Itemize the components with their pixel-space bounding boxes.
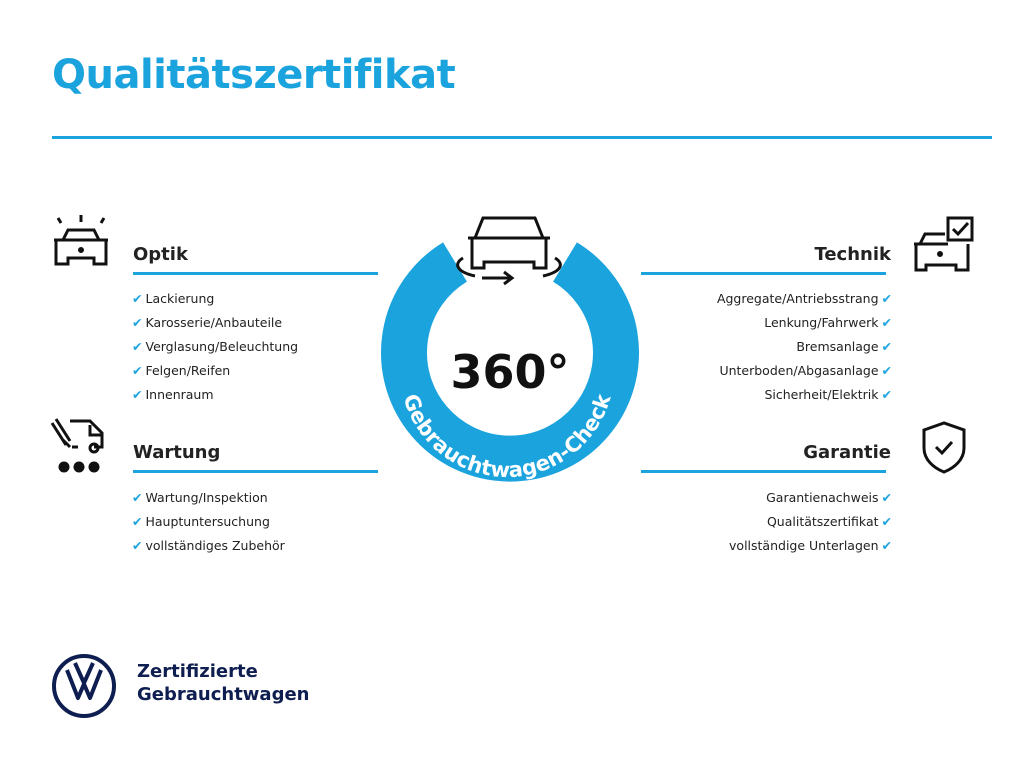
item-label: Lenkung/Fahrwerk [764,315,879,330]
check-icon: ✔ [881,291,892,306]
section-line-wartung [133,470,378,473]
car-technic-check-icon [914,216,974,272]
section-line-optik [133,272,378,275]
vw-logo [52,654,116,718]
item-label: Innenraum [145,387,214,402]
item-label: Sicherheit/Elektrik [764,387,879,402]
section-title-garantie: Garantie [803,442,891,463]
check-icon: ✔ [132,363,143,378]
list-item: ✔ Wartung/Inspektion [129,486,285,510]
list-item: ✔ Hauptuntersuchung [129,510,285,534]
degrees-label: 360° [450,345,569,399]
item-label: Bremsanlage [796,339,879,354]
list-item: ✔ Verglasung/Beleuchtung [129,335,298,359]
section-title-technik: Technik [814,244,891,265]
check-icon: ✔ [132,514,143,529]
list-item: Qualitätszertifikat ✔ [600,510,895,534]
technik-list: Aggregate/Antriebsstrang ✔ Lenkung/Fahrwe… [600,287,895,407]
check-icon: ✔ [881,363,892,378]
shield-check-icon [922,421,966,474]
item-label: Felgen/Reifen [145,363,231,378]
check-icon: ✔ [132,387,143,402]
section-line-technik [641,272,886,275]
list-item: Garantienachweis ✔ [600,486,895,510]
section-title-wartung: Wartung [133,442,221,463]
item-label: Karosserie/Anbauteile [145,315,283,330]
car-optics-icon [54,215,108,266]
blue-ring [381,242,639,482]
item-label: Aggregate/Antriebsstrang [716,291,879,306]
service-van-icon [50,418,104,473]
page-title: Qualitätszertifikat [52,52,456,98]
list-item: ✔ vollständiges Zubehör [129,534,285,558]
item-label: Qualitätszertifikat [766,514,879,529]
check-icon: ✔ [132,490,143,505]
item-label: Garantienachweis [766,490,879,505]
item-label: vollständiges Zubehör [145,538,285,553]
list-item: ✔ Felgen/Reifen [129,359,298,383]
list-item: Lenkung/Fahrwerk ✔ [600,311,895,335]
item-label: Wartung/Inspektion [145,490,268,505]
check-icon: ✔ [881,514,892,529]
check-icon: ✔ [881,339,892,354]
list-item: Bremsanlage ✔ [600,335,895,359]
check-icon: ✔ [881,538,892,553]
section-title-optik: Optik [133,244,188,265]
garantie-list: Garantienachweis ✔ Qualitätszertifikat ✔ v… [600,486,895,558]
list-item: Sicherheit/Elektrik ✔ [600,383,895,407]
title-divider [52,136,992,139]
section-line-garantie [641,470,886,473]
item-label: Lackierung [145,291,215,306]
check-icon: ✔ [881,490,892,505]
brand-line2: Gebrauchtwagen [137,684,310,705]
check-icon: ✔ [881,315,892,330]
item-label: vollständige Unterlagen [729,538,879,553]
check-icon: ✔ [132,315,143,330]
list-item: vollständige Unterlagen ✔ [600,534,895,558]
optik-list: ✔ Lackierung ✔ Karosserie/Anbauteile ✔ Verg… [129,287,298,407]
check-icon: ✔ [132,339,143,354]
wartung-list: ✔ Wartung/Inspektion ✔ Hauptuntersuchung ✔… [129,486,285,558]
item-label: Hauptuntersuchung [145,514,270,529]
check-icon: ✔ [132,538,143,553]
check-icon: ✔ [132,291,143,306]
check-360-emblem: 360° Gebrauchtwagen-Check [381,216,639,482]
check-icon: ✔ [881,387,892,402]
car-rotate-icon [456,216,562,286]
item-label: Verglasung/Beleuchtung [145,339,299,354]
item-label: Unterboden/Abgasanlage [719,363,879,378]
list-item: ✔ Karosserie/Anbauteile [129,311,298,335]
brand-line1: Zertifizierte [137,661,258,682]
list-item: ✔ Innenraum [129,383,298,407]
list-item: Unterboden/Abgasanlage ✔ [600,359,895,383]
list-item: Aggregate/Antriebsstrang ✔ [600,287,895,311]
list-item: ✔ Lackierung [129,287,298,311]
brand-text: Zertifizierte Gebrauchtwagen [137,660,309,706]
